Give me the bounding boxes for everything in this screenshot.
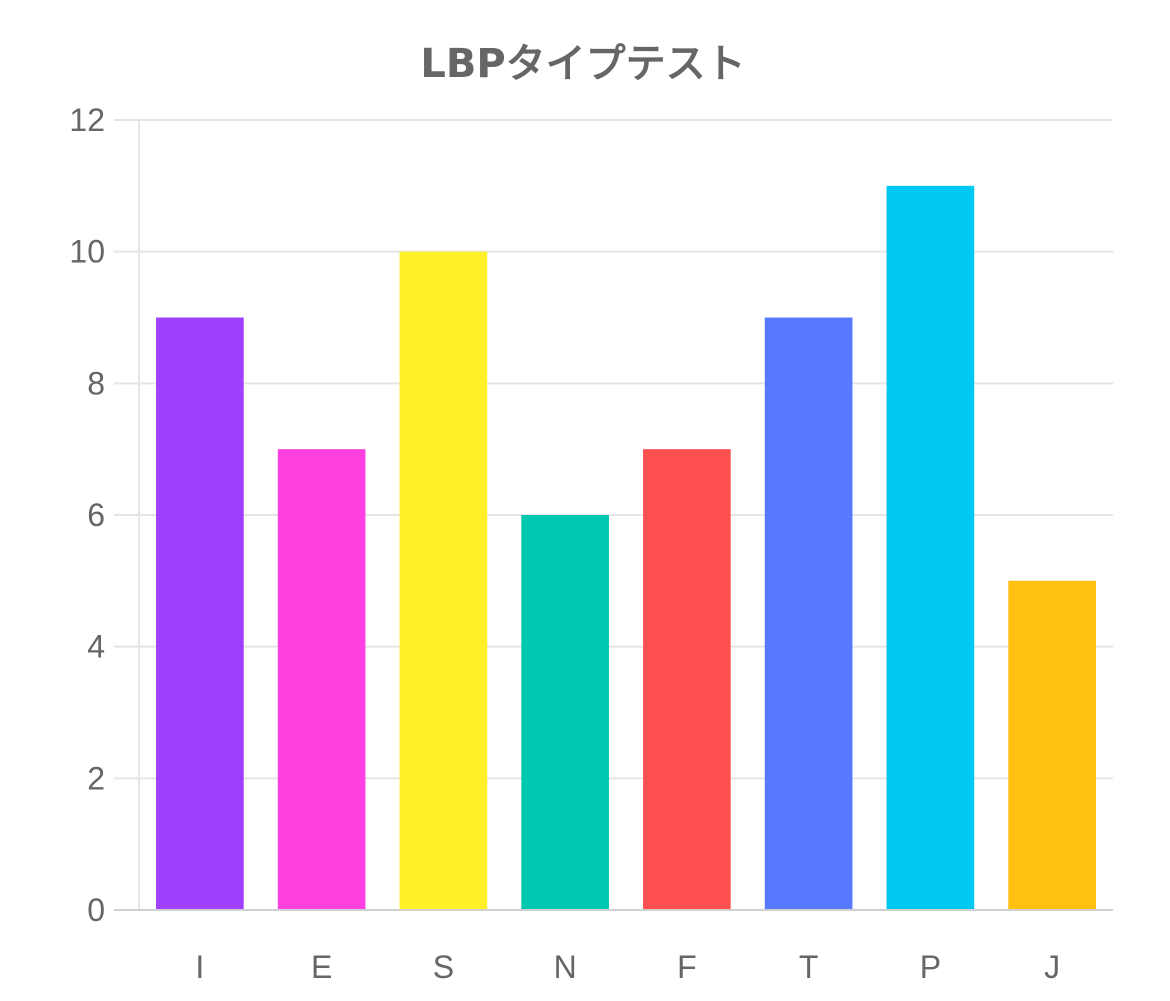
x-tick-label: P bbox=[920, 949, 941, 985]
x-tick-label: I bbox=[195, 949, 204, 985]
y-tick-label: 0 bbox=[87, 892, 105, 928]
y-tick-label: 2 bbox=[87, 760, 105, 796]
x-tick-label: T bbox=[799, 949, 819, 985]
bar-s bbox=[399, 251, 488, 910]
bar-n bbox=[521, 515, 609, 910]
x-tick-label: N bbox=[554, 949, 577, 985]
y-tick-label: 8 bbox=[87, 365, 105, 401]
y-tick-label: 4 bbox=[87, 629, 105, 665]
y-tick-label: 12 bbox=[69, 102, 105, 138]
bar-t bbox=[764, 317, 853, 910]
y-axis-ticks: 0 2 4 6 8 10 12 bbox=[69, 102, 105, 928]
bar-p bbox=[886, 185, 975, 911]
bar-e bbox=[277, 449, 366, 910]
bar-f bbox=[643, 449, 731, 910]
chart-title: LBPタイプテスト bbox=[420, 41, 745, 87]
bar-j bbox=[1008, 580, 1096, 910]
y-tick-label: 10 bbox=[69, 234, 105, 270]
x-tick-label: F bbox=[677, 949, 697, 985]
axes bbox=[114, 120, 1113, 911]
bar-i bbox=[156, 317, 244, 910]
x-tick-label: E bbox=[311, 949, 332, 985]
y-tick-label: 6 bbox=[87, 497, 105, 533]
bars bbox=[156, 185, 1096, 911]
x-tick-label: J bbox=[1044, 949, 1060, 985]
x-tick-label: S bbox=[433, 949, 454, 985]
